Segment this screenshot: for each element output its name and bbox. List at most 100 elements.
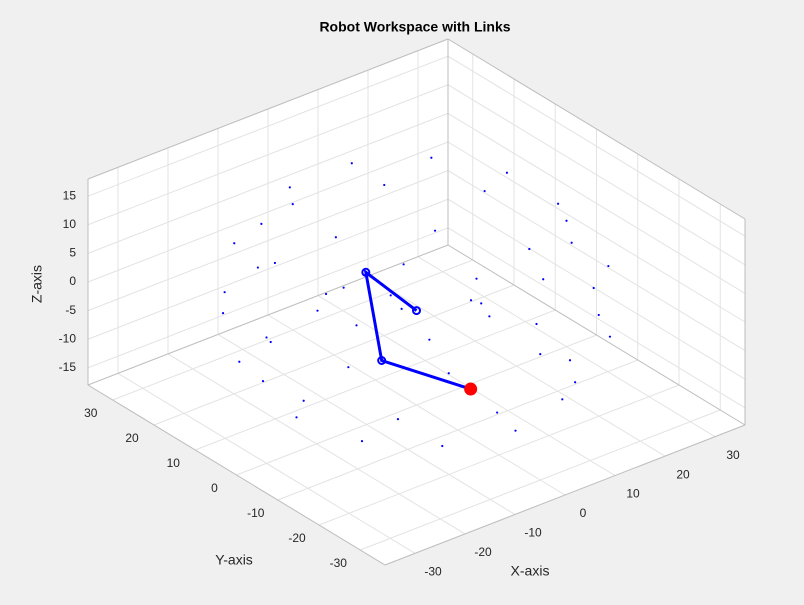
workspace-point — [316, 309, 319, 312]
z-tick-label: 15 — [63, 188, 77, 202]
workspace-point — [360, 440, 364, 443]
workspace-point — [273, 261, 277, 265]
y-tick-label: -30 — [330, 556, 348, 570]
x-tick-label: 20 — [676, 467, 690, 481]
z-tick-label: -15 — [59, 360, 77, 374]
workspace-point — [334, 236, 337, 239]
y-axis-label: Y-axis — [215, 552, 253, 568]
grid-line — [447, 141, 746, 323]
workspace-point — [347, 366, 350, 369]
workspace-point — [256, 266, 259, 269]
grid-line — [195, 309, 556, 451]
workspace-point — [396, 418, 400, 421]
workspace-point — [608, 335, 612, 338]
workspace-point — [535, 322, 538, 326]
grid-line — [87, 55, 449, 197]
joint — [412, 306, 421, 316]
grid-line — [447, 55, 746, 237]
x-tick-label: 0 — [580, 506, 587, 520]
grid-line — [87, 141, 449, 283]
workspace-point — [483, 189, 486, 193]
workspace-point — [324, 292, 328, 296]
z-tick-label: 0 — [69, 274, 76, 288]
axis-box-edge — [87, 38, 449, 180]
workspace-point — [355, 324, 358, 327]
workspace-point — [441, 444, 444, 448]
y-tick-label: 30 — [84, 406, 98, 420]
workspace-point — [430, 156, 433, 159]
workspace-point — [350, 162, 353, 165]
grid-line — [87, 84, 449, 226]
workspace-point — [568, 359, 572, 362]
workspace-point — [428, 338, 431, 341]
grid-line — [236, 334, 597, 476]
grid-line — [318, 384, 680, 526]
workspace-point — [295, 416, 298, 419]
workspace-point — [574, 381, 577, 384]
workspace-point — [221, 312, 225, 315]
workspace-point — [561, 398, 564, 401]
grid-line — [87, 227, 449, 369]
z-tick-label: 10 — [63, 217, 77, 231]
workspace-point — [514, 429, 517, 432]
workspace-point — [496, 411, 499, 414]
workspace-point — [389, 294, 392, 297]
grid-line — [112, 259, 473, 401]
workspace-point — [505, 171, 509, 174]
x-tick-label: -10 — [524, 526, 542, 540]
x-tick-label: 10 — [626, 487, 640, 501]
grid-line — [447, 84, 746, 266]
y-tick-label: -10 — [247, 506, 265, 520]
workspace-point — [597, 313, 600, 317]
grid-line — [447, 112, 746, 294]
workspace-point — [469, 299, 473, 302]
workspace-point — [556, 202, 560, 205]
y-tick-label: 20 — [125, 431, 139, 445]
y-tick-label: 10 — [167, 456, 181, 470]
z-axis-label: Z-axis — [29, 265, 45, 303]
axis-box-edge — [447, 244, 746, 426]
grid-line — [447, 198, 746, 380]
grid-line — [87, 112, 449, 254]
chart-title: Robot Workspace with Links — [319, 19, 510, 35]
joint — [377, 356, 387, 365]
workspace-point — [433, 229, 437, 232]
x-tick-label: -30 — [424, 565, 442, 579]
workspace-point — [223, 291, 226, 294]
grid-line — [360, 409, 721, 551]
workspace-point — [542, 278, 545, 281]
workspace-point — [402, 263, 405, 266]
y-tick-label: 0 — [211, 481, 218, 495]
workspace-point — [233, 242, 236, 245]
workspace-point — [607, 264, 610, 268]
grid-line — [447, 227, 746, 409]
grid-line — [87, 198, 449, 340]
x-tick-label: 30 — [726, 448, 740, 462]
workspace-point — [570, 241, 573, 244]
grid-line — [447, 170, 746, 352]
axis-box-edge — [87, 244, 449, 386]
workspace-point — [475, 277, 478, 280]
workspace-point — [269, 340, 272, 344]
joint — [361, 267, 371, 277]
workspace-point — [291, 203, 294, 206]
axis-box-edge — [447, 38, 746, 220]
workspace-point — [480, 302, 483, 305]
workspace-point — [488, 315, 491, 318]
workspace-point — [302, 399, 305, 402]
workspace-point — [342, 286, 345, 289]
workspace-point — [261, 380, 265, 383]
workspace-point — [400, 307, 403, 310]
x-tick-label: -20 — [474, 545, 492, 559]
workspace-point — [528, 247, 531, 251]
workspace-point — [539, 353, 542, 356]
workspace-point — [592, 286, 595, 290]
grid-line — [87, 170, 449, 312]
end-effector — [464, 382, 478, 396]
workspace-point — [288, 186, 291, 189]
grid-line — [153, 284, 515, 426]
axis-box-edge — [87, 384, 386, 566]
workspace-point — [565, 219, 568, 222]
z-tick-label: -10 — [59, 331, 77, 345]
